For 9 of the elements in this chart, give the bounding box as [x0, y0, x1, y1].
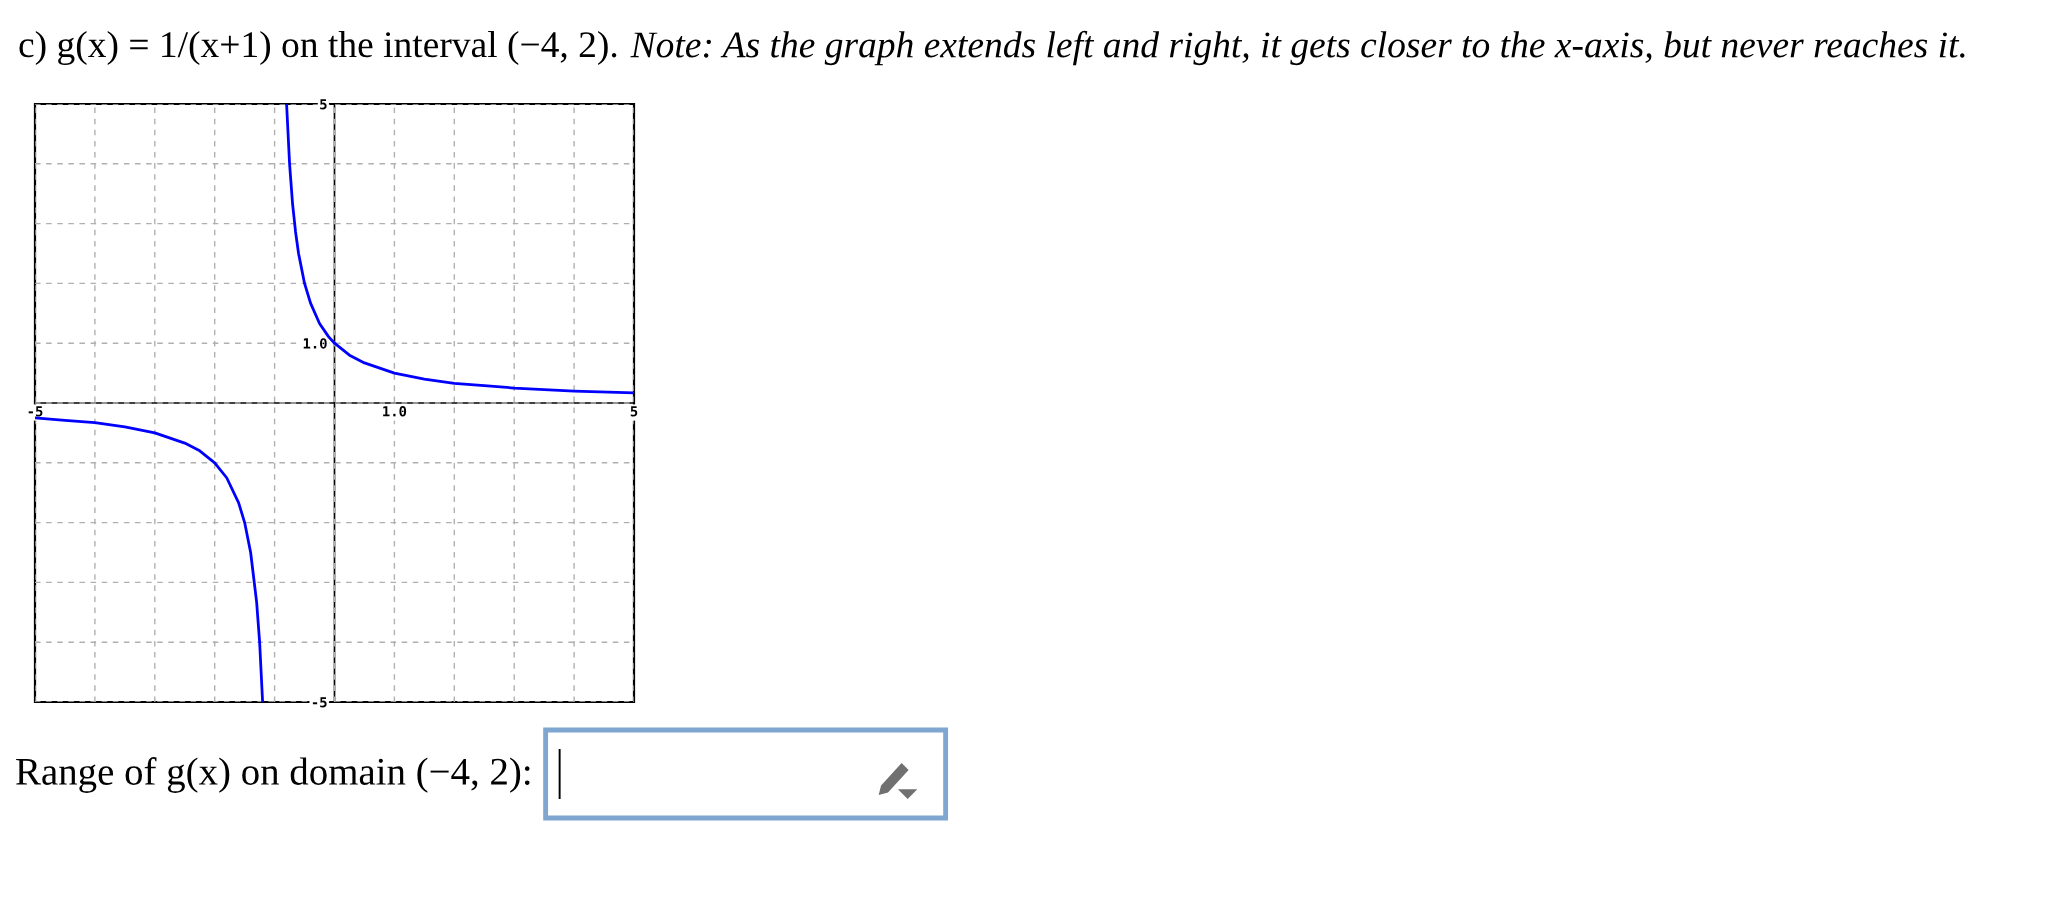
x-tick-label: 1.0 [383, 406, 407, 417]
y-tick-label: 5 [320, 99, 327, 110]
x-tick-label: -5 [28, 406, 43, 417]
x-tick-label: 5 [630, 406, 638, 417]
y-tick-label: -5 [312, 697, 327, 708]
y-tick-label: 1.0 [303, 338, 327, 349]
chart-title: c) g(x) = 1/(x+1) on the interval (−4, 2). [19, 30, 617, 66]
text: Range of g(x) on domain (−4, 2): [16, 757, 530, 793]
text: Note: As the graph extends left and right, it gets closer to the x-axis, but never reaches it. [630, 30, 1965, 66]
